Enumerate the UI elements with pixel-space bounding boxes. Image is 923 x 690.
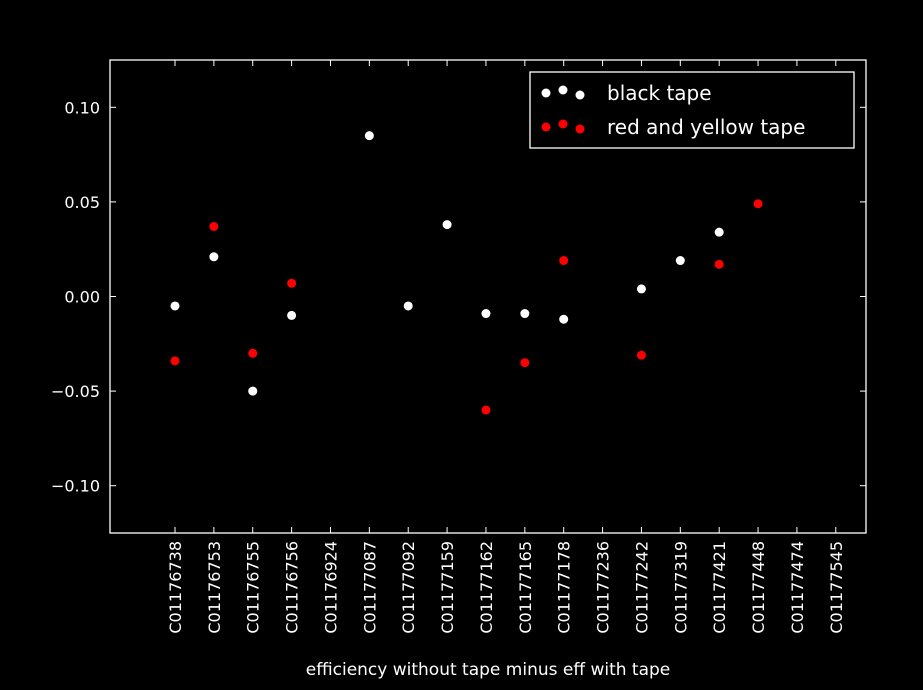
y-axis: −0.10 −0.05 0.00 0.05 0.10 <box>51 98 866 496</box>
y-tick-label: 0.05 <box>64 193 100 212</box>
data-point-series-1 <box>520 358 530 368</box>
x-tick-label: C01177242 <box>632 541 651 634</box>
x-tick-label: C01177087 <box>360 541 379 634</box>
y-tick-label: −0.05 <box>51 382 100 401</box>
data-point-series-1 <box>714 259 724 269</box>
x-tick-label: C01177421 <box>710 541 729 634</box>
legend-marker <box>575 90 585 100</box>
x-tick-label: C01176753 <box>205 541 224 634</box>
x-axis-label: efficiency without tape minus eff with t… <box>306 660 671 680</box>
data-point-series-0 <box>403 301 413 311</box>
x-tick-label: C01177178 <box>555 541 574 634</box>
x-tick-label: C01177448 <box>749 541 768 634</box>
y-tick-label: 0.00 <box>64 288 100 307</box>
data-point-series-0 <box>287 310 297 320</box>
x-tick-label: C01177319 <box>671 541 690 634</box>
x-tick-label: C01177092 <box>399 541 418 634</box>
data-point-series-0 <box>481 309 491 319</box>
legend-label: black tape <box>607 81 712 105</box>
legend-marker <box>541 88 551 98</box>
data-point-series-1 <box>753 199 763 209</box>
data-point-series-0 <box>714 227 724 237</box>
data-point-series-0 <box>559 314 569 324</box>
data-point-series-1 <box>170 356 180 366</box>
x-axis: C01176738 C01176753 C01176755 C01176756 C011… <box>166 60 846 634</box>
x-tick-label: C01176756 <box>283 541 302 634</box>
data-point-series-1 <box>636 350 646 360</box>
data-point-series-0 <box>675 256 685 266</box>
legend-label: red and yellow tape <box>607 115 805 139</box>
x-tick-label: C01176755 <box>244 541 263 634</box>
legend-marker <box>575 124 585 134</box>
legend-marker <box>558 119 568 129</box>
legend-box <box>529 71 855 149</box>
data-point-series-0 <box>364 131 374 141</box>
legend-marker <box>558 85 568 95</box>
x-tick-label: C01176738 <box>166 541 185 634</box>
data-points <box>170 131 763 415</box>
y-tick-label: 0.10 <box>64 98 100 117</box>
data-point-series-1 <box>209 221 219 231</box>
data-point-series-0 <box>442 220 452 230</box>
data-point-series-1 <box>287 278 297 288</box>
data-point-series-1 <box>248 348 258 358</box>
legend-marker <box>541 122 551 132</box>
x-tick-label: C01177545 <box>827 541 846 634</box>
data-point-series-0 <box>170 301 180 311</box>
x-tick-label: C01177159 <box>438 541 457 634</box>
data-point-series-0 <box>248 386 258 396</box>
data-point-series-1 <box>481 405 491 415</box>
x-tick-label: C01177236 <box>594 541 613 634</box>
x-tick-label: C01177162 <box>477 541 496 634</box>
x-tick-label: C01176924 <box>321 541 340 634</box>
data-point-series-0 <box>520 309 530 319</box>
data-point-series-0 <box>209 252 219 262</box>
x-tick-label: C01177165 <box>516 541 535 634</box>
x-tick-label: C01177474 <box>788 541 807 634</box>
y-tick-label: −0.10 <box>51 477 100 496</box>
data-point-series-0 <box>636 284 646 294</box>
data-point-series-1 <box>559 256 569 266</box>
legend: black tape red and yellow tape <box>529 71 855 149</box>
